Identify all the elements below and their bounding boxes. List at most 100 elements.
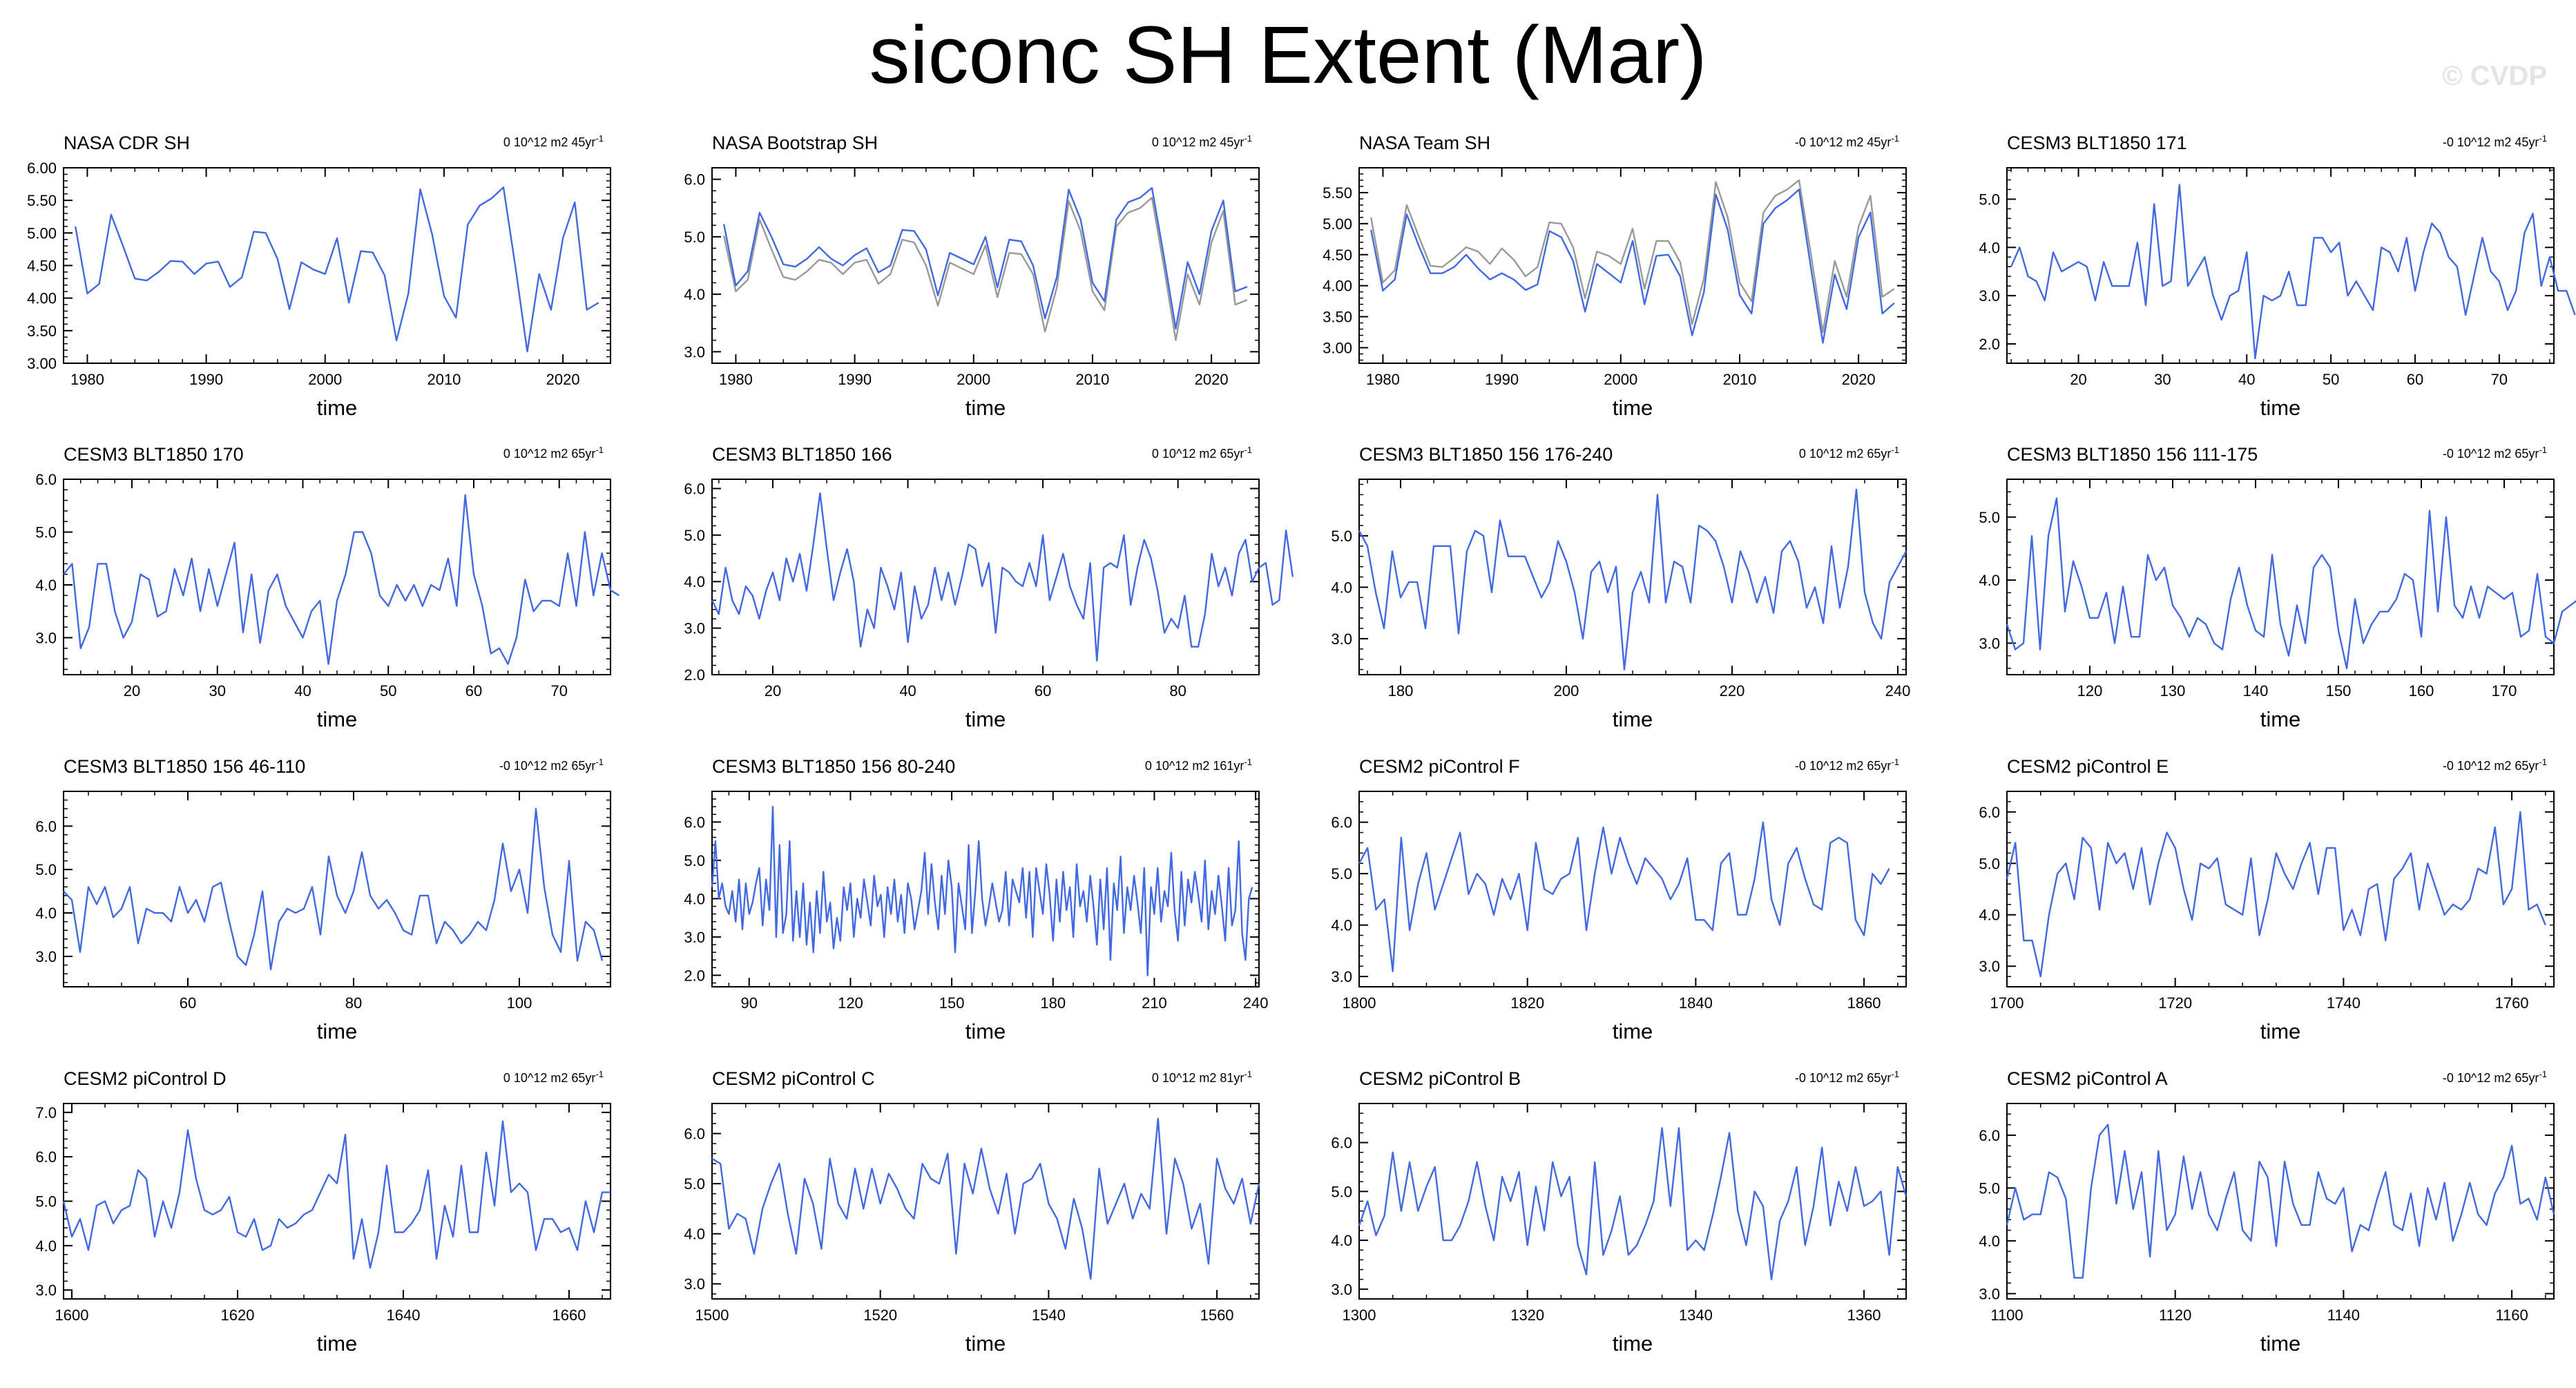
y-tick-label: 3.0 bbox=[1331, 630, 1352, 648]
x-tick-label: 150 bbox=[2326, 682, 2352, 700]
x-tick-label: 130 bbox=[2160, 682, 2186, 700]
y-tick-label: 3.0 bbox=[1331, 968, 1352, 985]
y-tick-label: 5.0 bbox=[1979, 191, 2000, 208]
y-tick-label: 6.0 bbox=[35, 471, 57, 488]
x-tick-label: 2010 bbox=[1075, 371, 1109, 388]
x-tick-label: 40 bbox=[899, 682, 916, 700]
y-tick-label: 2.0 bbox=[684, 666, 705, 684]
x-tick-label: 1120 bbox=[2159, 1307, 2191, 1324]
panel-title: CESM2 piControl F bbox=[1359, 756, 1520, 777]
x-axis-label: time bbox=[1613, 1331, 1653, 1356]
x-tick-label: 120 bbox=[838, 994, 863, 1012]
y-tick-label: 5.00 bbox=[1323, 215, 1352, 233]
y-tick-label: 3.0 bbox=[35, 948, 57, 965]
series-line bbox=[62, 1120, 611, 1269]
x-axis-label: time bbox=[965, 396, 1006, 420]
y-tick-label: 5.0 bbox=[684, 229, 705, 246]
chart-panel: 1300 1320 1340 1360 3.0 4.0 5.0 6.0 CESM2 piCont… bbox=[1331, 1068, 1907, 1356]
y-tick-label: 3.0 bbox=[1331, 1281, 1352, 1298]
chart-panel: 1980 1990 2000 2010 2020 3.00 3.50 4.00 4.50 5.00… bbox=[1323, 133, 1907, 420]
chart-panel: 1600 1620 1640 1660 3.0 4.0 5.0 6.0 7.0 CESM2 piC… bbox=[35, 1068, 611, 1356]
plot-frame bbox=[711, 167, 1260, 364]
panel-title: CESM2 piControl A bbox=[2007, 1068, 2168, 1089]
x-tick-label: 1600 bbox=[55, 1307, 89, 1324]
plot-frame bbox=[1358, 791, 1907, 987]
chart-panel: 1500 1520 1540 1560 3.0 4.0 5.0 6.0 CESM2 piCont… bbox=[684, 1068, 1260, 1356]
plot-frame bbox=[2006, 1103, 2555, 1300]
x-tick-label: 1640 bbox=[387, 1307, 421, 1324]
y-tick-label: 4.50 bbox=[1323, 247, 1352, 264]
x-tick-label: 1980 bbox=[1366, 371, 1400, 388]
y-tick-label: 4.00 bbox=[27, 290, 57, 307]
panel-title: CESM2 piControl C bbox=[712, 1068, 875, 1089]
panel-trend: 0 10^12 m2 65yr-1 bbox=[503, 1069, 604, 1085]
x-tick-label: 2000 bbox=[1604, 371, 1637, 388]
x-axis-label: time bbox=[1613, 1019, 1653, 1043]
y-tick-label: 6.0 bbox=[684, 1126, 705, 1143]
x-axis-label: time bbox=[2260, 1331, 2301, 1356]
x-tick-label: 1140 bbox=[2327, 1307, 2360, 1324]
y-tick-label: 4.0 bbox=[1979, 572, 2000, 589]
x-tick-label: 60 bbox=[2407, 371, 2423, 388]
y-tick-label: 3.0 bbox=[684, 929, 705, 946]
panel-title: NASA Team SH bbox=[1359, 133, 1490, 153]
panel-trend: -0 10^12 m2 65yr-1 bbox=[2443, 757, 2547, 773]
x-tick-label: 80 bbox=[345, 994, 362, 1012]
y-tick-label: 3.50 bbox=[1323, 309, 1352, 326]
y-tick-label: 4.0 bbox=[1979, 239, 2000, 256]
x-axis-label: time bbox=[2260, 707, 2301, 731]
panel-trend: -0 10^12 m2 65yr-1 bbox=[1795, 1069, 1899, 1085]
chart-panel: 120 130 140 150 160 170 3.0 4.0 5.0 CESM3 BLT1850… bbox=[1979, 444, 2576, 731]
panel-trend: -0 10^12 m2 65yr-1 bbox=[2443, 445, 2547, 461]
x-tick-label: 240 bbox=[1885, 682, 1911, 700]
y-tick-label: 3.0 bbox=[684, 1275, 705, 1293]
panel-title: CESM2 piControl D bbox=[64, 1068, 227, 1089]
x-tick-label: 1340 bbox=[1679, 1307, 1713, 1324]
chart-panel: 1800 1820 1840 1860 3.0 4.0 5.0 6.0 CESM2 piCont… bbox=[1331, 756, 1907, 1043]
series-line bbox=[63, 807, 604, 971]
panel-title: CESM3 BLT1850 170 bbox=[64, 444, 244, 465]
x-axis-label: time bbox=[317, 1019, 358, 1043]
x-tick-label: 1980 bbox=[70, 371, 104, 388]
x-tick-label: 1620 bbox=[221, 1307, 255, 1324]
x-tick-label: 150 bbox=[939, 994, 965, 1012]
x-tick-label: 70 bbox=[551, 682, 568, 700]
y-tick-label: 5.0 bbox=[1979, 1179, 2000, 1197]
y-tick-label: 5.0 bbox=[35, 523, 57, 541]
y-tick-label: 3.0 bbox=[684, 620, 705, 637]
y-tick-label: 4.0 bbox=[35, 1237, 57, 1255]
plot-frame bbox=[1358, 1103, 1907, 1300]
y-tick-label: 6.0 bbox=[684, 813, 705, 831]
x-tick-label: 60 bbox=[465, 682, 482, 700]
x-tick-label: 1840 bbox=[1679, 994, 1713, 1012]
panel-trend: 0 10^12 m2 65yr-1 bbox=[503, 445, 604, 461]
watermark: © CVDP bbox=[2442, 61, 2547, 91]
panel-trend: 0 10^12 m2 45yr-1 bbox=[503, 133, 604, 149]
y-tick-label: 3.00 bbox=[1323, 340, 1352, 357]
chart-panel: 1700 1720 1740 1760 3.0 4.0 5.0 6.0 CESM2 piCont… bbox=[1979, 756, 2555, 1043]
x-tick-label: 2020 bbox=[1842, 371, 1876, 388]
y-tick-label: 4.0 bbox=[684, 1226, 705, 1243]
x-tick-label: 180 bbox=[1388, 682, 1414, 700]
x-tick-label: 1990 bbox=[1485, 371, 1519, 388]
x-tick-label: 1660 bbox=[552, 1307, 586, 1324]
panel-trend: 0 10^12 m2 45yr-1 bbox=[1152, 133, 1252, 149]
panel-title: CESM3 BLT1850 156 111-175 bbox=[2007, 444, 2258, 465]
chart-panel: 20 30 40 50 60 70 2.0 3.0 4.0 5.0 CESM3 BLT1850 17… bbox=[1979, 133, 2576, 420]
y-tick-label: 6.0 bbox=[684, 480, 705, 497]
y-tick-label: 6.0 bbox=[1331, 814, 1352, 831]
plot-frame bbox=[2006, 791, 2555, 987]
panel-trend: 0 10^12 m2 161yr-1 bbox=[1145, 757, 1252, 773]
y-tick-label: 4.0 bbox=[1331, 1232, 1352, 1249]
y-tick-label: 4.0 bbox=[684, 286, 705, 303]
y-tick-label: 6.0 bbox=[35, 1148, 57, 1166]
series-line bbox=[1370, 189, 1895, 344]
x-tick-label: 1540 bbox=[1032, 1307, 1066, 1324]
x-tick-label: 120 bbox=[2077, 682, 2103, 700]
series-line bbox=[2006, 497, 2576, 670]
y-tick-label: 4.0 bbox=[684, 890, 705, 907]
x-tick-label: 170 bbox=[2492, 682, 2517, 700]
panel-title: NASA Bootstrap SH bbox=[712, 133, 878, 153]
x-axis-label: time bbox=[965, 707, 1006, 731]
